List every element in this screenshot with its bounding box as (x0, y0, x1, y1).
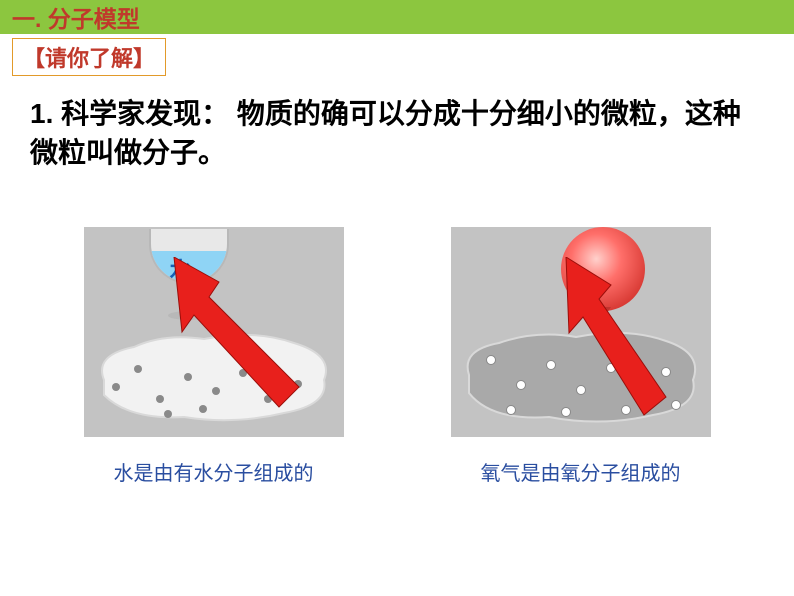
arrow-icon (164, 257, 324, 427)
arrow-icon (511, 257, 671, 427)
figure-oxygen-caption: 氧气是由氧分子组成的 (481, 457, 681, 486)
header-bar: 一. 分子模型 (0, 0, 794, 34)
figures-row: 水 水是由有水分子组成的 氧气是由氧分子组成的 (0, 227, 794, 486)
figure-oxygen-canvas (451, 227, 711, 437)
figure-water-caption: 水是由有水分子组成的 (114, 457, 314, 486)
figure-oxygen: 氧气是由氧分子组成的 (451, 227, 711, 486)
subtitle-box: 【请你了解】 (12, 38, 166, 76)
page-title: 一. 分子模型 (12, 0, 140, 34)
figure-water-canvas: 水 (84, 227, 344, 437)
figure-water: 水 水是由有水分子组成的 (84, 227, 344, 486)
body-text: 1. 科学家发现： 物质的确可以分成十分细小的微粒，这种微粒叫做分子。 (30, 94, 764, 172)
